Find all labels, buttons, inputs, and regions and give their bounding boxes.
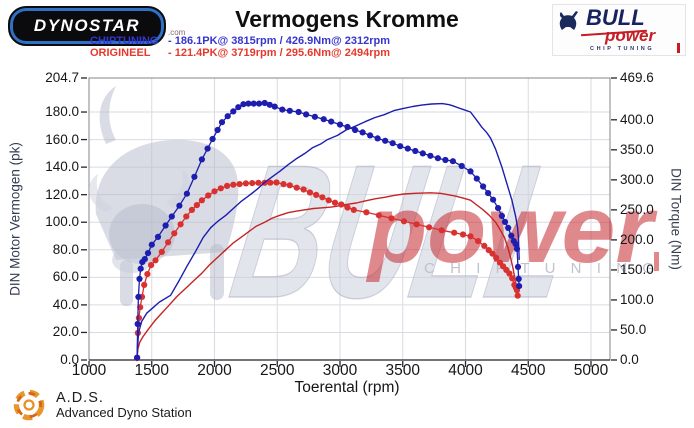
x-tick-label: 3000: [322, 362, 358, 379]
y-left-tick-label: 140.0: [45, 159, 79, 175]
legend-chiptuning-label: CHIPTUNING: [90, 35, 159, 47]
x-axis-label: Toerental (rpm): [294, 379, 400, 396]
dyno-curves: [134, 99, 523, 362]
plot-frame: [81, 77, 617, 367]
y-left-tick-label: 204.7: [45, 70, 79, 85]
series-chiptuning_torque_nm-markers: [134, 99, 523, 361]
legend-chiptuning: CHIPTUNING - 186.1PK@ 3815rpm / 426.9Nm@ …: [90, 35, 391, 48]
y-axis-label-right: DIN Torque (Nm): [668, 168, 684, 270]
x-tick-label: 1500: [134, 362, 169, 379]
y-left-tick-label: 60.0: [52, 269, 79, 285]
ads-text-block: A.D.S. Advanced Dyno Station: [56, 390, 192, 420]
series-chiptuning_torque_nm: [136, 102, 520, 359]
bullpower-logo: BULL power CHIP TUNING: [552, 4, 686, 56]
bullpower-logo-red-bar: [677, 43, 680, 53]
dynostar-logo-text: DYNOSTAR: [33, 16, 141, 35]
x-tick-label: 5000: [573, 362, 609, 379]
x-tick-label: 3500: [385, 362, 420, 379]
y-left-tick-label: 180.0: [45, 104, 79, 120]
y-right-tick-label: 0.0: [620, 352, 639, 367]
bullpower-logo-power-text: power: [605, 26, 656, 45]
y-right-tick-label: 200.0: [620, 231, 654, 247]
x-tick-label: 2000: [197, 362, 232, 379]
y-right-tick-label: 50.0: [620, 321, 647, 337]
y-right-tick-label: 250.0: [620, 201, 654, 217]
y-right-tick-label: 400.0: [620, 111, 654, 127]
dynostar-logo: DYNOSTAR: [8, 6, 166, 46]
y-left-tick-label: 20.0: [52, 324, 79, 340]
y-left-tick-label: 80.0: [52, 241, 79, 257]
y-axis-label-left: DIN Motor Vermogen (pk): [7, 142, 23, 296]
y-right-tick-label: 300.0: [620, 171, 654, 187]
x-tick-label: 4000: [448, 362, 483, 379]
bullpower-logo-chip-text: CHIP TUNING: [590, 46, 655, 52]
ads-subtitle: Advanced Dyno Station: [56, 405, 192, 420]
legend-origineel: ORIGINEEL - 121.4PK@ 3719rpm / 295.6Nm@ 2…: [90, 46, 391, 60]
x-tick-label: 4500: [511, 362, 546, 379]
y-right-tick-label: 150.0: [620, 261, 654, 277]
ads-logo: A.D.S. Advanced Dyno Station: [10, 387, 192, 423]
legend-chiptuning-values: - 186.1PK@ 3815rpm / 426.9Nm@ 2312rpm: [168, 35, 391, 47]
bullpower-logo-bull-text: BULL: [586, 5, 645, 30]
legend-origineel-label: ORIGINEEL: [90, 46, 151, 59]
bull-icon: [559, 11, 578, 30]
y-left-tick-label: 100.0: [45, 214, 79, 230]
series-chiptuning_power_pk: [136, 102, 520, 358]
x-tick-label: 1000: [71, 362, 107, 379]
legend-origineel-values: - 121.4PK@ 3719rpm / 295.6Nm@ 2494rpm: [168, 46, 391, 59]
x-tick-label: 2500: [260, 362, 295, 379]
y-left-tick-label: 40.0: [52, 296, 79, 312]
ads-name: A.D.S.: [56, 390, 104, 406]
chart-legend: CHIPTUNING - 186.1PK@ 3815rpm / 426.9Nm@ …: [90, 35, 391, 60]
y-right-tick-label: 469.6: [620, 70, 654, 85]
y-right-tick-label: 100.0: [620, 291, 654, 307]
page-title: Vermogens Kromme: [235, 6, 459, 32]
watermark-bull-text: BULL: [219, 125, 586, 337]
y-left-tick-label: 160.0: [45, 131, 79, 147]
series-origineel_power_pk: [136, 192, 518, 358]
dynostar-domain-suffix: .com: [168, 28, 186, 37]
watermark-red-bar: [654, 252, 659, 271]
bull-watermark-image: [88, 86, 239, 306]
y-right-tick-label: 350.0: [620, 141, 654, 157]
y-left-tick-label: 120.0: [45, 186, 79, 202]
y-left-tick-label: 0.0: [60, 352, 79, 367]
ads-swirl-icon: [13, 389, 45, 421]
